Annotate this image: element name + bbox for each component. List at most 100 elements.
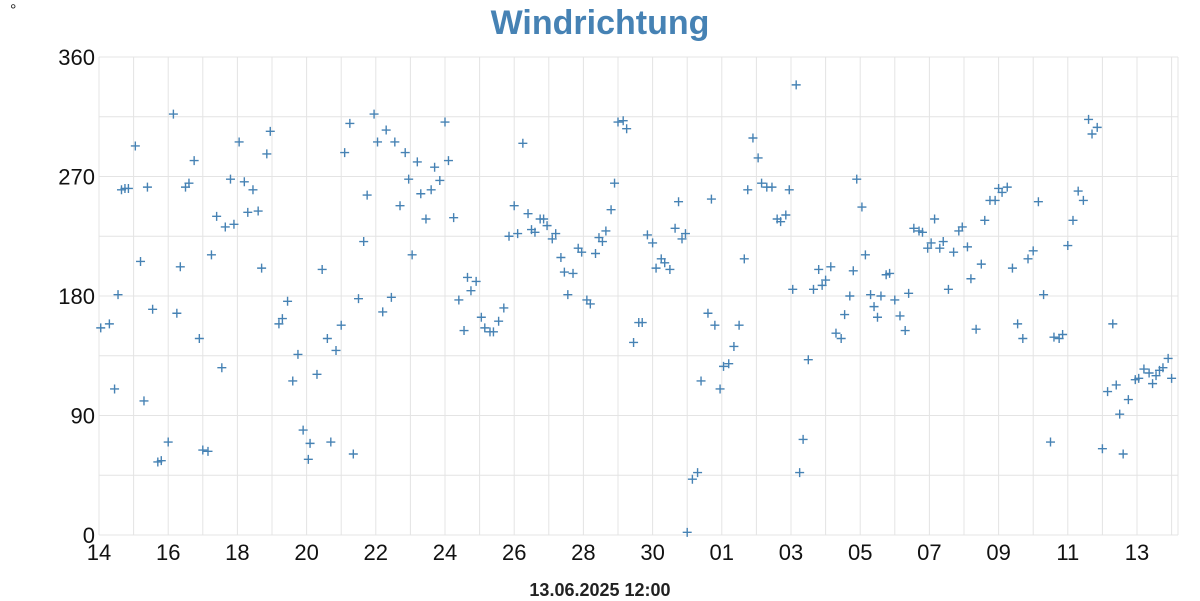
data-point [591, 249, 601, 259]
data-point [1007, 263, 1017, 273]
data-point [781, 210, 791, 220]
x-tick-label: 30 [640, 540, 664, 565]
data-point [943, 284, 953, 294]
data-point [1078, 195, 1088, 205]
data-point [651, 263, 661, 273]
data-point [1139, 364, 1149, 374]
data-point [976, 259, 986, 269]
data-point [857, 202, 867, 212]
data-point [845, 291, 855, 301]
data-point [1073, 186, 1083, 196]
y-unit-label: ° [10, 2, 17, 19]
data-point [757, 178, 767, 188]
timestamp-footer: 13.06.2025 12:00 [529, 580, 671, 600]
data-point [1033, 197, 1043, 207]
x-tick-label: 28 [571, 540, 595, 565]
data-point [217, 363, 227, 373]
data-point [369, 109, 379, 119]
data-point [1002, 182, 1012, 192]
data-point [400, 148, 410, 158]
data-point [1049, 332, 1059, 342]
data-point [303, 454, 313, 464]
data-point [345, 118, 355, 128]
data-point [556, 252, 566, 262]
data-point [848, 266, 858, 276]
data-point [885, 268, 895, 278]
data-point [407, 250, 417, 260]
data-point [362, 190, 372, 200]
data-point [539, 214, 549, 224]
data-point [148, 304, 158, 314]
data-point [288, 376, 298, 386]
data-point [440, 117, 450, 127]
data-point [938, 237, 948, 247]
data-point [390, 137, 400, 147]
data-point [642, 230, 652, 240]
data-point [373, 137, 383, 147]
data-point [559, 267, 569, 277]
data-point [253, 206, 263, 216]
data-point [748, 133, 758, 143]
data-point [430, 162, 440, 172]
data-point [563, 290, 573, 300]
data-point [547, 234, 557, 244]
data-point [648, 238, 658, 248]
data-point [606, 205, 616, 215]
data-point [739, 254, 749, 264]
data-point [703, 308, 713, 318]
data-point [923, 243, 933, 253]
data-point [1151, 371, 1161, 381]
data-point [719, 361, 729, 371]
data-point [317, 264, 327, 274]
data-point [136, 256, 146, 266]
data-point [480, 323, 490, 333]
data-point [331, 345, 341, 355]
data-point [194, 333, 204, 343]
x-tick-label: 18 [225, 540, 249, 565]
data-point [404, 174, 414, 184]
data-point [776, 217, 786, 227]
data-point [435, 175, 445, 185]
data-point [826, 262, 836, 272]
data-point [523, 209, 533, 219]
data-point [426, 185, 436, 195]
data-point [265, 126, 275, 136]
data-point [123, 183, 133, 193]
data-point [1068, 215, 1078, 225]
data-point [1087, 129, 1097, 139]
data-point [395, 201, 405, 211]
data-point [305, 438, 315, 448]
data-point [926, 238, 936, 248]
data-point [629, 337, 639, 347]
data-point [836, 333, 846, 343]
x-axis-ticks: 14 16 18 20 22 24 26 28 30 01 03 05 07 09 11 13 [87, 540, 1149, 565]
data-point [139, 396, 149, 406]
data-point [466, 286, 476, 296]
data-point [693, 468, 703, 478]
data-point [130, 141, 140, 151]
data-point [509, 201, 519, 211]
data-point [743, 185, 753, 195]
data-point [966, 274, 976, 284]
data-point [459, 326, 469, 336]
data-point [1023, 254, 1033, 264]
data-point [359, 237, 369, 247]
data-point [1097, 444, 1107, 454]
data-point [513, 229, 523, 239]
data-point [312, 369, 322, 379]
data-point [610, 178, 620, 188]
data-point [660, 258, 670, 268]
data-point [997, 187, 1007, 197]
data-point [203, 446, 213, 456]
data-point [454, 295, 464, 305]
data-point [895, 311, 905, 321]
data-point [852, 174, 862, 184]
data-point [494, 316, 504, 326]
data-point [729, 341, 739, 351]
data-point [890, 295, 900, 305]
data-point [1144, 368, 1154, 378]
data-point [96, 323, 106, 333]
data-point [412, 157, 422, 167]
x-tick-label: 26 [502, 540, 526, 565]
data-point [220, 222, 230, 232]
